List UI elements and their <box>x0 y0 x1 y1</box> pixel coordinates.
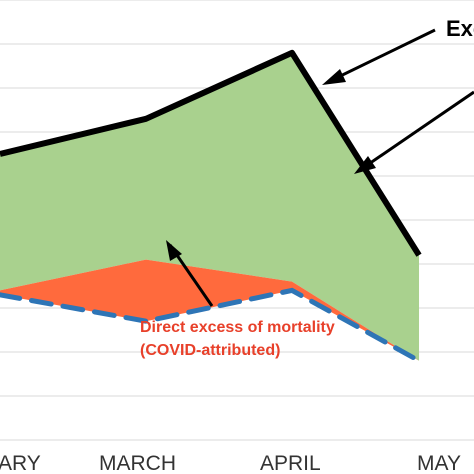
annotation-arrows <box>166 28 474 307</box>
tick-label-january: ARY <box>0 452 41 474</box>
direct-excess-label-line2: (COVID-attributed) <box>140 342 280 359</box>
arrowhead-direct <box>166 240 182 261</box>
tick-label-march: MARCH <box>99 452 176 474</box>
total-excess-label: Exc <box>446 16 474 41</box>
tick-label-april: APRIL <box>260 452 321 474</box>
indirect-excess-area <box>0 52 420 361</box>
tick-label-may: MAY <box>417 452 461 474</box>
direct-excess-label-line1: Direct excess of mortality <box>140 319 335 336</box>
arrowhead-total <box>322 69 346 85</box>
arrow-to-total-line <box>327 28 436 84</box>
x-axis-tick-labels: ARY MARCH APRIL MAY <box>0 452 461 474</box>
arrowhead-indirect <box>354 156 376 174</box>
expected-baseline-line <box>0 287 422 364</box>
arrow-to-indirect-area <box>359 90 474 172</box>
direct-excess-area <box>0 259 420 361</box>
total-excess-line <box>0 49 422 257</box>
